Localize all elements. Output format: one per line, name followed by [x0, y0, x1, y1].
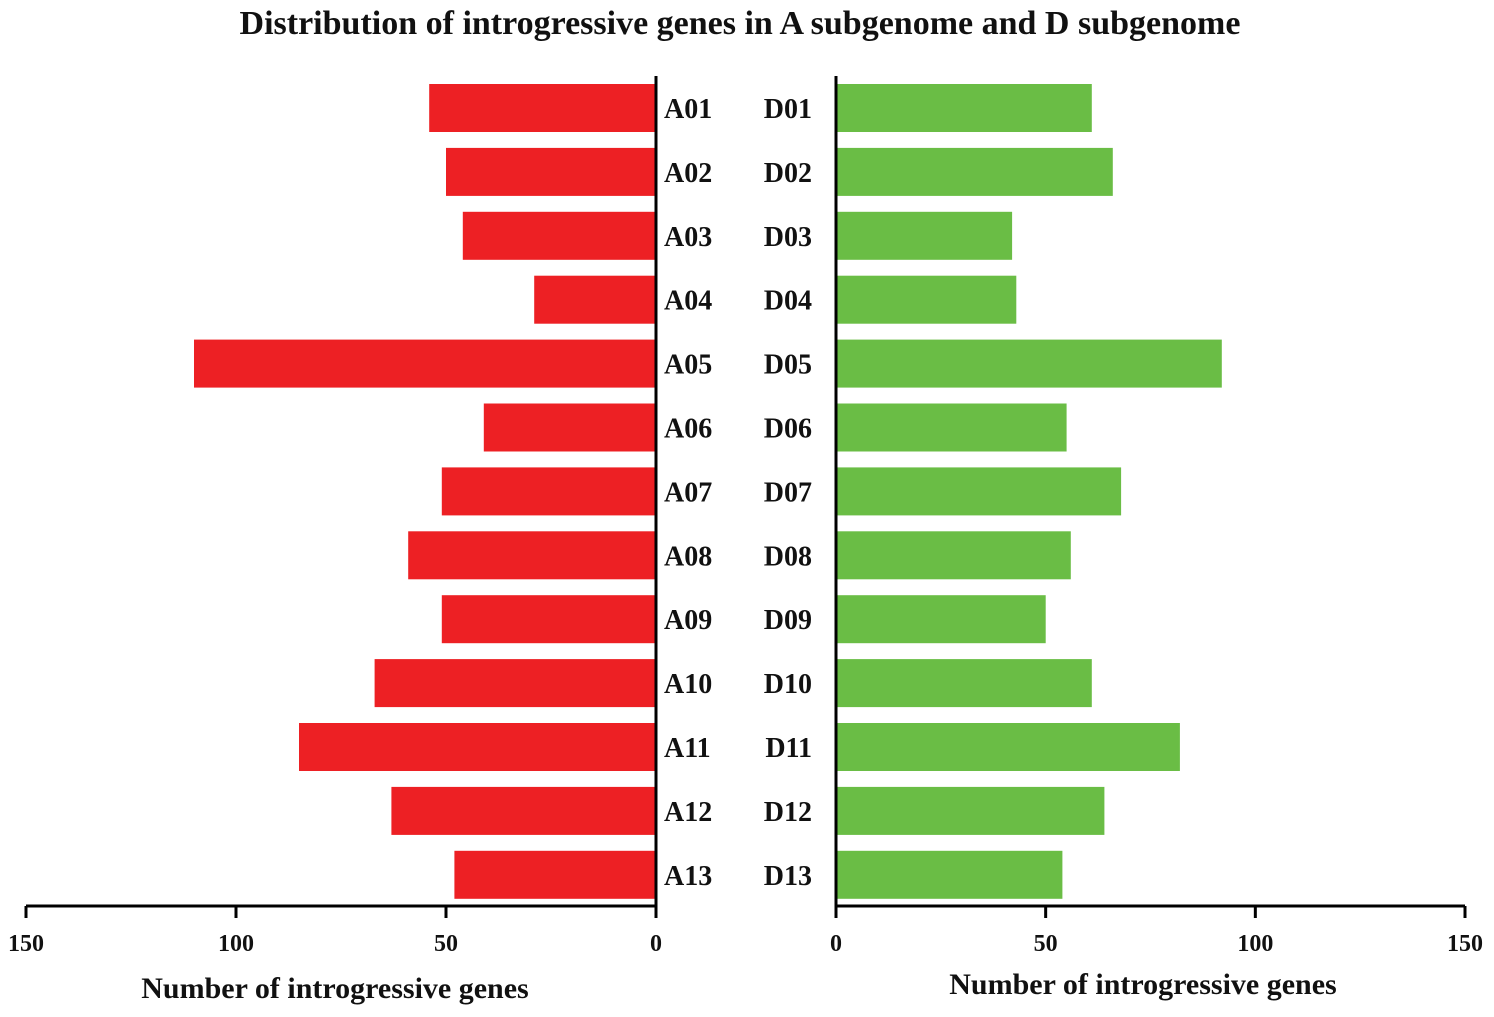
a-category-label-a10: A10 [664, 669, 712, 700]
d-category-label-d09: D09 [764, 605, 812, 636]
a-bar-a08 [408, 531, 656, 580]
a-category-label-a04: A04 [664, 286, 712, 317]
panel-a-subgenome: A01 A02 A03 A04 A05 A06 A07 A08 A09 A10 A11 A12 A13 1… [8, 84, 712, 957]
a-bar-a10 [374, 659, 656, 708]
a-x-tick-label-100: 100 [218, 931, 254, 957]
a-bar-a05 [194, 339, 656, 388]
d-bar-d10 [836, 659, 1092, 708]
a-category-label-a11: A11 [664, 733, 711, 764]
a-bar-a12 [391, 786, 656, 835]
panel-d-subgenome: D01 D02 D03 D04 D05 D06 D07 D08 D09 D10 D11 D12 D13 0… [764, 84, 1483, 957]
a-category-label-a08: A08 [664, 541, 712, 572]
d-x-tick-label-50: 50 [1034, 931, 1058, 957]
d-category-label-d01: D01 [764, 94, 812, 125]
d-bar-d11 [836, 723, 1180, 771]
d-category-label-d05: D05 [764, 350, 812, 381]
d-bar-d12 [836, 786, 1105, 835]
a-category-label-a02: A02 [664, 158, 712, 189]
a-bar-a06 [483, 403, 656, 452]
d-category-label-d11: D11 [765, 733, 812, 764]
d-bar-d08 [836, 531, 1071, 580]
d-bar-d13 [836, 850, 1063, 899]
a-bar-a04 [534, 275, 656, 324]
a-bar-a01 [429, 84, 656, 132]
d-category-label-d13: D13 [764, 861, 812, 892]
a-bar-a02 [446, 147, 656, 196]
a-bar-a13 [454, 850, 656, 899]
d-category-label-d04: D04 [764, 286, 812, 317]
d-bar-d07 [836, 467, 1122, 516]
a-x-tick-label-150: 150 [8, 931, 44, 957]
d-bar-d05 [836, 339, 1222, 388]
d-bar-d09 [836, 595, 1046, 644]
a-category-label-a01: A01 [664, 94, 712, 125]
d-bar-d03 [836, 211, 1013, 260]
d-bar-d04 [836, 275, 1017, 324]
a-category-label-a13: A13 [664, 861, 712, 892]
d-category-label-d03: D03 [764, 222, 812, 253]
a-bar-a07 [441, 467, 656, 516]
a-category-label-a05: A05 [664, 350, 712, 381]
a-bar-a11 [299, 723, 656, 771]
a-x-tick-label-50: 50 [434, 931, 458, 957]
d-bar-d01 [836, 84, 1092, 132]
a-x-axis-label: Number of introgressive genes [141, 972, 528, 1005]
d-category-label-d06: D06 [764, 414, 812, 445]
a-category-label-a07: A07 [664, 477, 712, 508]
d-x-tick-label-0: 0 [830, 931, 842, 957]
a-bar-a09 [441, 595, 656, 644]
d-bar-d02 [836, 147, 1113, 196]
a-x-tick-label-0: 0 [650, 931, 662, 957]
a-category-label-a09: A09 [664, 605, 712, 636]
d-category-label-d02: D02 [764, 158, 812, 189]
d-bar-d06 [836, 403, 1067, 452]
d-category-label-d12: D12 [764, 797, 812, 828]
a-category-label-a06: A06 [664, 414, 712, 445]
d-x-axis-label: Number of introgressive genes [949, 968, 1336, 1001]
d-category-label-d10: D10 [764, 669, 812, 700]
d-category-label-d08: D08 [764, 541, 812, 572]
a-bar-a03 [462, 211, 656, 260]
a-category-label-a03: A03 [664, 222, 712, 253]
d-x-tick-label-150: 150 [1447, 931, 1483, 957]
chart-title: Distribution of introgressive genes in A… [240, 5, 1241, 42]
d-x-tick-label-100: 100 [1237, 931, 1273, 957]
a-category-label-a12: A12 [664, 797, 712, 828]
d-category-label-d07: D07 [764, 477, 812, 508]
